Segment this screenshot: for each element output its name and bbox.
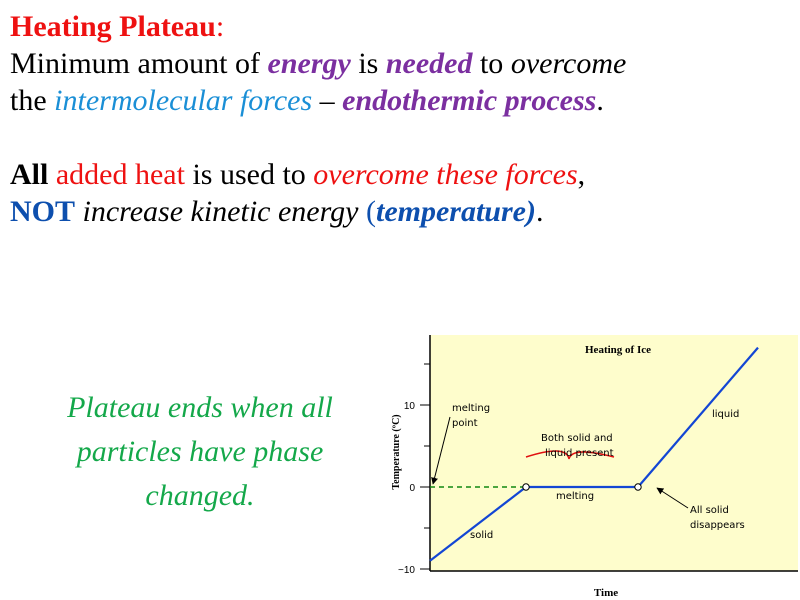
- blank-line: [10, 119, 790, 156]
- melting-point-label-1: melting: [452, 403, 490, 414]
- line4-text-b: .: [535, 195, 544, 228]
- liquid-label: liquid: [712, 409, 739, 420]
- term-added-heat: added heat: [48, 158, 185, 191]
- term-needed: needed: [385, 47, 473, 80]
- melting-point-label-2: point: [452, 418, 478, 429]
- brace-mark: [525, 450, 615, 460]
- line2-text-a: the: [10, 84, 55, 117]
- note-line-1: Plateau ends when all: [67, 391, 333, 424]
- heating-curve-chart: 10 0 −10 Heating of Ice Time Temperature…: [391, 335, 798, 599]
- note-line-2: particles have phase: [76, 435, 324, 468]
- plot-background: [430, 335, 798, 571]
- y-tick-label-0: 0: [409, 483, 415, 494]
- both-label-1: Both solid and: [541, 433, 613, 444]
- line2-text-c: .: [596, 84, 604, 117]
- heading-title: Heating Plateau: [10, 10, 216, 43]
- line4-text-a: increase kinetic energy: [75, 195, 366, 228]
- heading-line: Heating Plateau:: [10, 8, 790, 45]
- text-line-2: the intermolecular forces – endothermic …: [10, 82, 790, 119]
- heating-curve-line: [429, 346, 759, 562]
- line1-text-a: Minimum amount of: [10, 47, 268, 80]
- solid-label: solid: [470, 530, 493, 541]
- line1-text-c: to: [472, 47, 511, 80]
- term-intermolecular-forces: intermolecular forces: [54, 84, 313, 117]
- line3-text-a: is used to: [184, 158, 314, 191]
- plateau-note: Plateau ends when all particles have pha…: [30, 386, 370, 518]
- y-tick-label-10: 10: [404, 401, 416, 412]
- x-axis-label: Time: [594, 587, 618, 599]
- term-energy: energy: [267, 47, 351, 80]
- paren-open: (: [366, 195, 376, 228]
- term-all: All: [10, 158, 49, 191]
- slide-text: Heating Plateau: Minimum amount of energ…: [10, 8, 790, 230]
- chart-title: Heating of Ice: [585, 344, 651, 356]
- point-melting-start: [522, 483, 530, 491]
- term-temperature: temperature): [376, 195, 536, 228]
- line3-text-b: ,: [577, 158, 586, 191]
- line2-text-b: –: [312, 84, 343, 117]
- all-solid-arrow: [656, 487, 689, 509]
- melting-label: melting: [556, 491, 594, 502]
- point-melting-end: [634, 483, 642, 491]
- all-solid-label-1: All solid: [690, 505, 729, 516]
- heading-colon: :: [215, 10, 225, 43]
- text-line-3: All added heat is used to overcome these…: [10, 156, 790, 193]
- note-line-3: changed.: [145, 479, 255, 512]
- term-endothermic-process: endothermic process: [342, 84, 597, 117]
- y-minor-ticks: [420, 363, 430, 570]
- text-line-4: NOT increase kinetic energy (temperature…: [10, 193, 790, 230]
- text-line-1: Minimum amount of energy is needed to ov…: [10, 45, 790, 82]
- both-label-2: liquid present: [545, 448, 614, 459]
- term-overcome: overcome: [510, 47, 627, 80]
- term-overcome-forces: overcome these forces: [313, 158, 578, 191]
- term-not: NOT: [10, 195, 76, 228]
- all-solid-label-2: disappears: [690, 520, 745, 531]
- y-axis-label: Temperature (ºC): [391, 414, 402, 489]
- line1-text-b: is: [350, 47, 386, 80]
- y-tick-label-minus10: −10: [398, 565, 415, 576]
- melting-point-arrow: [431, 416, 451, 485]
